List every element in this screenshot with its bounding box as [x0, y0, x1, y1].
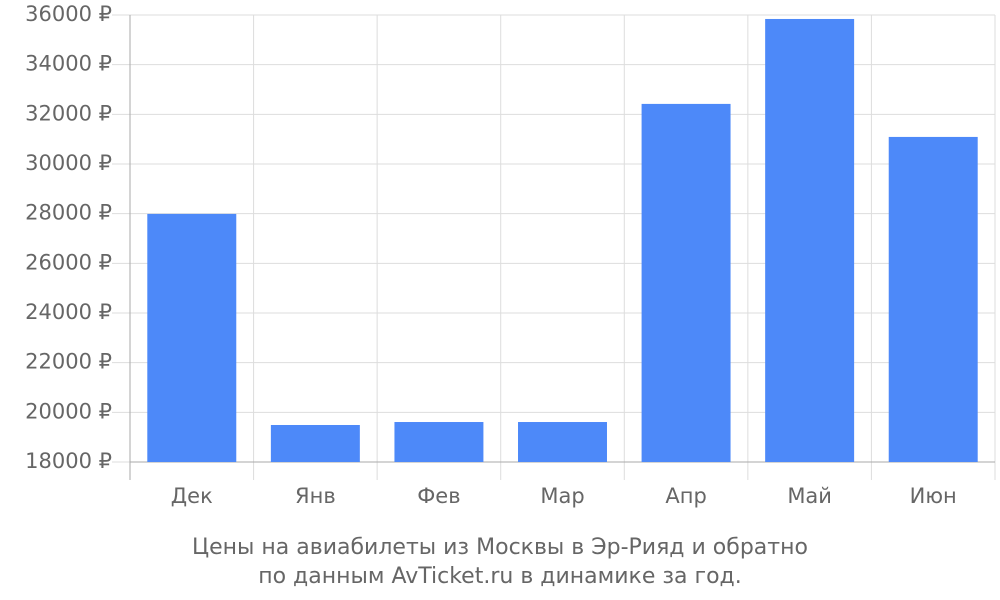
x-tick-label: Июн [910, 484, 957, 508]
y-tick-label: 22000 ₽ [25, 350, 112, 374]
bar [641, 103, 731, 463]
y-tick-label: 18000 ₽ [25, 449, 112, 473]
bar [394, 422, 484, 462]
y-tick-label: 26000 ₽ [25, 250, 112, 274]
bar [270, 424, 360, 462]
y-tick-label: 32000 ₽ [25, 101, 112, 125]
y-tick-label: 30000 ₽ [25, 151, 112, 175]
y-tick-label: 20000 ₽ [25, 399, 112, 423]
bar [765, 18, 855, 463]
y-tick-label: 34000 ₽ [25, 52, 112, 76]
caption-line: Цены на авиабилеты из Москвы в Эр-Рияд и… [192, 535, 808, 560]
x-tick-label: Янв [295, 484, 336, 508]
bar [147, 213, 237, 462]
y-tick-label: 24000 ₽ [25, 300, 112, 324]
x-tick-label: Дек [171, 484, 213, 508]
x-tick-label: Апр [665, 484, 706, 508]
bar [888, 136, 978, 462]
y-tick-label: 36000 ₽ [25, 2, 112, 26]
x-tick-label: Фев [417, 484, 460, 508]
x-tick-label: Мар [540, 484, 584, 508]
caption-line: по данным AvTicket.ru в динамике за год. [258, 564, 742, 589]
x-tick-label: Май [787, 484, 832, 508]
y-tick-label: 28000 ₽ [25, 201, 112, 225]
bar [518, 422, 607, 462]
